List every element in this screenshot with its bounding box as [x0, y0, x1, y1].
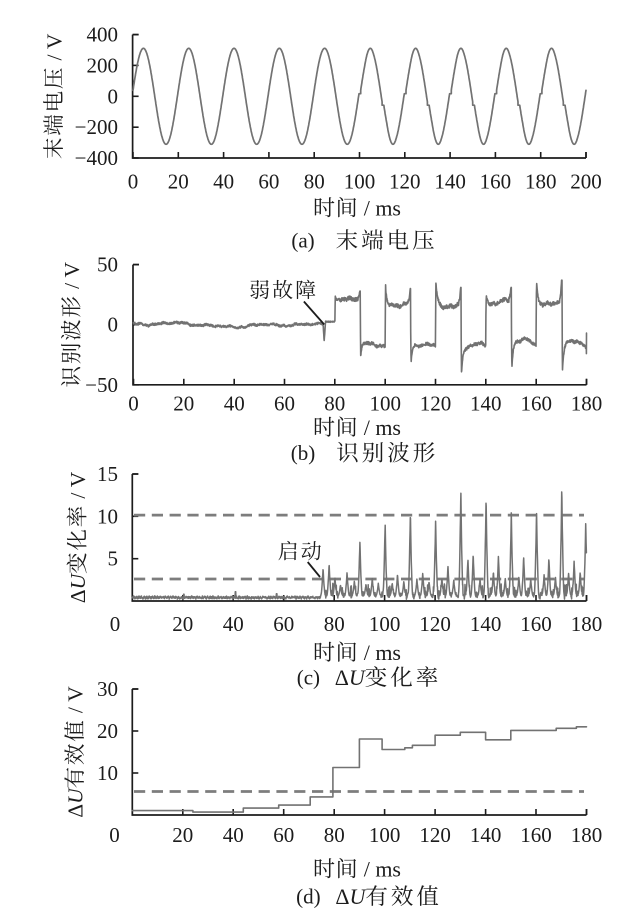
svg-text:100: 100 — [344, 170, 376, 194]
svg-text:30: 30 — [97, 677, 118, 701]
svg-text:0: 0 — [108, 313, 119, 337]
svg-text:60: 60 — [273, 823, 294, 847]
svg-text:120: 120 — [419, 823, 451, 847]
svg-text:80: 80 — [324, 823, 345, 847]
svg-text:(a): (a) — [291, 229, 314, 253]
svg-text:Δ: Δ — [335, 884, 349, 909]
svg-text:U: U — [66, 572, 90, 589]
svg-text:20: 20 — [173, 392, 194, 416]
svg-text:180: 180 — [571, 392, 603, 416]
svg-text:140: 140 — [470, 392, 502, 416]
svg-text:Δ: Δ — [63, 804, 87, 818]
svg-text:Δ: Δ — [335, 665, 349, 690]
svg-text:/ ms: / ms — [358, 415, 401, 440]
svg-text:/ V: / V — [60, 261, 84, 294]
svg-text:60: 60 — [258, 170, 279, 194]
svg-text:50: 50 — [97, 253, 118, 277]
svg-text:120: 120 — [389, 170, 421, 194]
svg-text:10: 10 — [97, 504, 118, 528]
svg-text:5: 5 — [108, 547, 119, 571]
svg-text:40: 40 — [223, 612, 244, 636]
svg-text:120: 120 — [420, 392, 452, 416]
svg-text:20: 20 — [168, 170, 189, 194]
svg-text:15: 15 — [97, 462, 118, 486]
svg-text:40: 40 — [213, 170, 234, 194]
svg-text:40: 40 — [223, 823, 244, 847]
svg-text:0: 0 — [128, 392, 139, 416]
svg-text:10: 10 — [97, 761, 118, 785]
svg-text:160: 160 — [520, 612, 552, 636]
svg-text:200: 200 — [87, 53, 119, 77]
svg-text:20: 20 — [172, 612, 193, 636]
svg-text:100: 100 — [369, 823, 401, 847]
svg-text:160: 160 — [520, 392, 552, 416]
svg-text:20: 20 — [172, 823, 193, 847]
svg-text:60: 60 — [273, 612, 294, 636]
svg-text:−400: −400 — [75, 146, 118, 170]
svg-text:180: 180 — [525, 170, 557, 194]
svg-text:100: 100 — [369, 392, 401, 416]
svg-text:60: 60 — [274, 392, 295, 416]
svg-text:160: 160 — [520, 823, 552, 847]
svg-text:160: 160 — [480, 170, 512, 194]
svg-text:200: 200 — [570, 170, 602, 194]
svg-text:140: 140 — [434, 170, 466, 194]
svg-text:0: 0 — [128, 170, 139, 194]
svg-text:Δ: Δ — [66, 589, 90, 603]
svg-text:80: 80 — [324, 612, 345, 636]
svg-text:80: 80 — [324, 392, 345, 416]
svg-text:/ V: / V — [42, 33, 66, 66]
svg-text:180: 180 — [571, 823, 603, 847]
svg-text:400: 400 — [87, 23, 119, 47]
svg-text:180: 180 — [571, 612, 603, 636]
svg-text:/ V: / V — [66, 471, 90, 504]
svg-text:100: 100 — [369, 612, 401, 636]
svg-text:/ ms: / ms — [358, 640, 401, 665]
svg-text:(d): (d) — [296, 885, 321, 909]
svg-text:−50: −50 — [85, 373, 118, 397]
svg-text:20: 20 — [97, 719, 118, 743]
svg-text:/ V: / V — [63, 686, 87, 719]
svg-text:40: 40 — [224, 392, 245, 416]
svg-text:(b): (b) — [291, 441, 316, 465]
svg-text:140: 140 — [470, 612, 502, 636]
svg-text:120: 120 — [419, 612, 451, 636]
svg-text:80: 80 — [304, 170, 325, 194]
svg-text:/ ms: / ms — [358, 195, 401, 220]
svg-text:U: U — [349, 665, 367, 690]
svg-text:0: 0 — [109, 823, 120, 847]
svg-text:140: 140 — [470, 823, 502, 847]
svg-text:−200: −200 — [75, 115, 118, 139]
svg-text:0: 0 — [108, 84, 119, 108]
svg-text:(c): (c) — [297, 666, 320, 690]
svg-text:U: U — [349, 884, 367, 909]
svg-text:/ ms: / ms — [358, 856, 401, 881]
svg-text:U: U — [63, 787, 87, 804]
svg-text:0: 0 — [110, 612, 121, 636]
